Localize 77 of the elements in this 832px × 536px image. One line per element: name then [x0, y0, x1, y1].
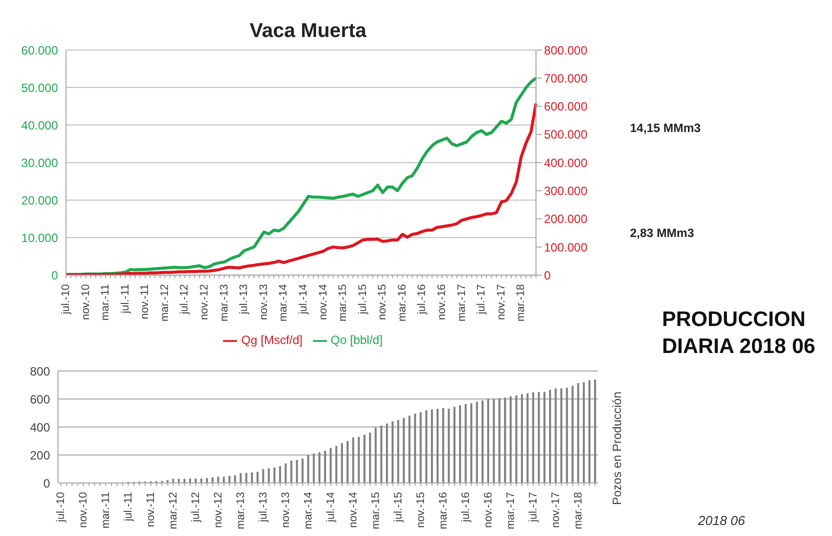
text: PRODUCCION DIARIA 2018 06	[662, 307, 816, 360]
chart-title: Vaca Muerta	[248, 20, 368, 43]
x-tick-label: mar.-13	[218, 284, 230, 322]
x-tick-label: mar.-12	[167, 492, 180, 530]
text: 2,83 MMm3	[630, 226, 694, 240]
y2-tick-label: 500.000	[544, 128, 588, 142]
x-tick-label: jul.-16	[416, 284, 428, 316]
y2-tick-label: 0	[544, 268, 551, 282]
x-tick-label: jul.-15	[392, 492, 404, 523]
x-tick-label: jul.-16	[460, 492, 472, 523]
y2-tick-label: 200.000	[544, 212, 588, 226]
y-tick-label: 10.000	[21, 230, 58, 245]
y2-tick-label: 600.000	[544, 100, 588, 114]
x-tick-label: nov.-17	[550, 492, 562, 528]
y-tick-label: 30.000	[21, 156, 58, 170]
y2-tick-label: 100.000	[544, 240, 588, 254]
y-tick-label: 0	[51, 268, 58, 282]
x-tick-label: nov.-14	[317, 284, 330, 320]
x-tick-label: jul.-10	[60, 284, 72, 316]
x-tick-label: jul.-14	[324, 492, 337, 523]
x-tick-label: nov.-15	[414, 492, 427, 528]
x-tick-label: mar.-17	[456, 284, 468, 322]
x-tick-label: mar.-16	[396, 284, 408, 322]
x-tick-label: jul.-11	[122, 492, 134, 522]
x-tick-label: mar.-11	[100, 284, 112, 321]
x-tick-label: mar.-18	[572, 492, 584, 530]
x-tick-label: nov.-12	[198, 284, 211, 320]
y-tick-label: 40.000	[21, 118, 58, 132]
x-tick-label: mar.-15	[370, 492, 382, 530]
x-tick-label: mar.-13	[234, 492, 247, 530]
y-tick-label: 400	[30, 420, 50, 434]
x-tick-label: nov.-13	[280, 492, 292, 528]
x-tick-label: mar.-14	[302, 492, 314, 530]
y-tick-label: 600	[30, 392, 50, 406]
y-tick-label: 60.000	[21, 43, 58, 58]
x-tick-label: mar.-17	[504, 492, 517, 530]
x-tick-label: nov.-11	[144, 492, 157, 528]
x-tick-label: jul.-14	[297, 284, 310, 316]
x-tick-label: jul.-17	[476, 284, 488, 316]
x-tick-label: jul.-13	[238, 284, 250, 316]
x-tick-label: mar.-16	[437, 492, 450, 530]
x-tick-label: mar.-18	[515, 284, 528, 322]
y-tick-label: 0	[43, 476, 50, 490]
x-tick-label: jul.-12	[178, 284, 191, 316]
x-tick-label: jul.-13	[257, 492, 270, 523]
x-tick-label: nov.-12	[212, 492, 224, 528]
text: 2018 06	[698, 513, 745, 528]
x-tick-label: jul.-12	[190, 492, 202, 523]
y-tick-label: 800	[30, 364, 50, 378]
y-tick-label: 200	[30, 448, 50, 462]
y-tick-label: 50.000	[21, 80, 58, 95]
legend-label: Qg [Mscf/d]	[241, 333, 303, 348]
x-tick-label: mar.-14	[278, 284, 290, 322]
x-tick-label: jul.-15	[356, 284, 369, 316]
x-tick-label: jul.-17	[527, 492, 540, 523]
x-tick-label: jul.-11	[119, 284, 132, 314]
x-tick-label: nov.-11	[139, 284, 152, 320]
x-tick-label: nov.-16	[436, 284, 448, 320]
x-tick-label: nov.-16	[482, 492, 494, 528]
text: 14,15 MMm3	[630, 121, 701, 135]
x-tick-label: nov.-17	[495, 284, 508, 320]
y2-tick-label: 400.000	[544, 156, 588, 170]
x-tick-label: nov.-10	[77, 492, 90, 528]
y2-tick-label: 700.000	[544, 71, 588, 86]
x-tick-label: mar.-12	[158, 284, 171, 322]
legend-label: Qo [bbl/d]	[330, 333, 383, 348]
x-tick-label: mar.-15	[337, 284, 350, 322]
x-tick-label: nov.-15	[376, 284, 389, 320]
y-axis-title: Pozos en Producción	[610, 390, 625, 507]
y2-tick-label: 800.000	[544, 43, 588, 58]
y2-tick-label: 300.000	[544, 184, 588, 198]
x-tick-label: nov.-13	[258, 284, 270, 320]
x-tick-label: nov.-10	[80, 284, 92, 320]
x-tick-label: mar.-11	[100, 492, 112, 528]
x-tick-label: jul.-10	[54, 492, 67, 523]
x-tick-label: nov.-14	[347, 492, 360, 528]
y-tick-label: 20.000	[21, 193, 58, 208]
